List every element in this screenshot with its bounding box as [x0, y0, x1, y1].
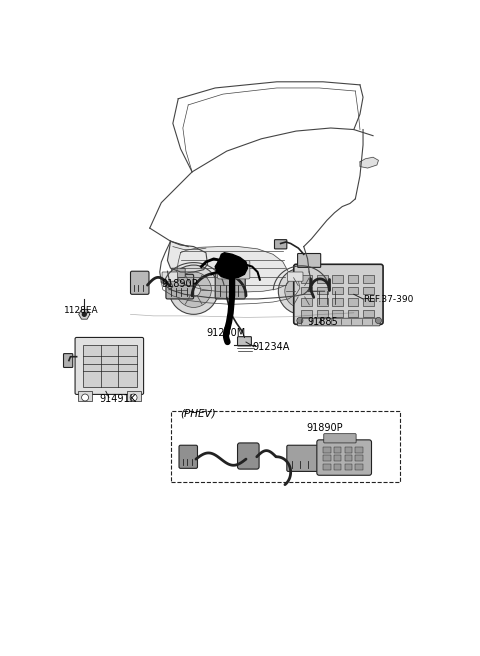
Bar: [348, 275, 359, 283]
Polygon shape: [168, 241, 207, 272]
Bar: [334, 447, 341, 453]
Bar: [345, 447, 352, 453]
FancyBboxPatch shape: [298, 318, 380, 326]
FancyBboxPatch shape: [312, 288, 345, 306]
Bar: [317, 275, 328, 283]
FancyBboxPatch shape: [275, 239, 287, 249]
Bar: [332, 310, 343, 318]
FancyBboxPatch shape: [287, 445, 319, 472]
Polygon shape: [79, 310, 90, 319]
FancyBboxPatch shape: [238, 337, 252, 346]
Bar: [323, 447, 331, 453]
Text: REF.37-390: REF.37-390: [363, 295, 413, 304]
Bar: [348, 287, 359, 295]
FancyBboxPatch shape: [294, 264, 383, 324]
Bar: [127, 392, 141, 401]
FancyBboxPatch shape: [179, 445, 197, 468]
Bar: [323, 455, 331, 461]
Bar: [317, 310, 328, 318]
Bar: [332, 287, 343, 295]
Bar: [363, 275, 374, 283]
FancyBboxPatch shape: [238, 443, 259, 469]
Bar: [301, 298, 312, 306]
Circle shape: [375, 318, 382, 323]
FancyBboxPatch shape: [317, 440, 372, 475]
FancyBboxPatch shape: [288, 272, 303, 281]
Bar: [170, 411, 400, 482]
Polygon shape: [360, 157, 378, 168]
Bar: [78, 392, 92, 401]
Bar: [301, 275, 312, 283]
FancyBboxPatch shape: [166, 274, 193, 299]
FancyBboxPatch shape: [131, 271, 149, 295]
Bar: [345, 455, 352, 461]
Circle shape: [82, 394, 88, 401]
Bar: [363, 287, 374, 295]
Circle shape: [176, 272, 211, 308]
FancyBboxPatch shape: [75, 337, 144, 394]
Text: (PHEV): (PHEV): [180, 409, 216, 419]
FancyBboxPatch shape: [298, 253, 321, 268]
Bar: [355, 455, 363, 461]
Bar: [301, 287, 312, 295]
Circle shape: [285, 275, 318, 308]
Bar: [345, 464, 352, 470]
Bar: [323, 464, 331, 470]
Polygon shape: [215, 253, 248, 279]
FancyBboxPatch shape: [215, 273, 245, 299]
Circle shape: [297, 318, 303, 323]
Bar: [348, 310, 359, 318]
Text: 91234A: 91234A: [252, 342, 289, 352]
Polygon shape: [177, 247, 291, 292]
Bar: [332, 275, 343, 283]
Text: 91890P: 91890P: [306, 422, 343, 432]
Text: 91200M: 91200M: [206, 328, 245, 338]
FancyBboxPatch shape: [217, 260, 250, 279]
Bar: [334, 464, 341, 470]
FancyBboxPatch shape: [324, 434, 356, 443]
Bar: [334, 455, 341, 461]
Text: 91885: 91885: [308, 317, 338, 327]
Bar: [83, 345, 137, 387]
Text: 1128EA: 1128EA: [64, 306, 99, 315]
Text: 91890P: 91890P: [161, 279, 198, 289]
Bar: [301, 310, 312, 318]
FancyBboxPatch shape: [63, 354, 73, 367]
Bar: [355, 447, 363, 453]
Bar: [332, 298, 343, 306]
Bar: [317, 287, 328, 295]
Circle shape: [278, 268, 324, 314]
Circle shape: [130, 394, 137, 401]
FancyBboxPatch shape: [171, 268, 185, 277]
Bar: [363, 298, 374, 306]
FancyBboxPatch shape: [221, 266, 236, 276]
FancyBboxPatch shape: [308, 270, 325, 282]
Circle shape: [83, 312, 86, 316]
Bar: [363, 310, 374, 318]
Bar: [348, 298, 359, 306]
FancyBboxPatch shape: [162, 272, 178, 281]
Circle shape: [169, 265, 218, 314]
Bar: [355, 464, 363, 470]
Circle shape: [295, 285, 308, 298]
Text: 91491K: 91491K: [100, 394, 137, 404]
Circle shape: [187, 283, 201, 297]
Bar: [317, 298, 328, 306]
